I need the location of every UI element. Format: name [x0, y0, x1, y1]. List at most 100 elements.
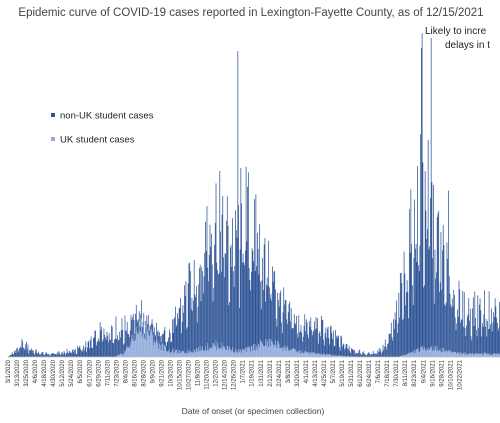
bar-non-uk: [202, 270, 203, 347]
bar-non-uk: [146, 315, 148, 328]
bar-uk: [457, 353, 459, 357]
bar-non-uk: [369, 353, 370, 357]
bar-uk: [280, 347, 282, 357]
bar-non-uk: [450, 304, 452, 352]
bar-uk: [249, 346, 251, 357]
bar-non-uk: [437, 213, 439, 351]
bar-uk: [431, 345, 433, 357]
bar-uk: [459, 354, 461, 357]
bar-non-uk: [430, 38, 432, 348]
bar-non-uk: [440, 232, 442, 349]
bar-non-uk: [468, 298, 470, 355]
bar-non-uk: [124, 315, 126, 351]
bar-non-uk: [490, 324, 491, 355]
bar-uk: [447, 351, 449, 357]
bar-non-uk: [105, 337, 106, 357]
bar-uk: [454, 352, 456, 357]
bar-uk: [205, 350, 207, 357]
bar-non-uk: [498, 327, 500, 353]
bar-uk: [147, 331, 148, 357]
bar-non-uk: [451, 307, 452, 353]
bar-uk: [302, 353, 304, 357]
bar-uk: [284, 348, 285, 357]
bar-uk: [181, 352, 182, 357]
bar-non-uk: [227, 225, 229, 346]
bar-non-uk: [320, 315, 322, 354]
bar-uk: [483, 352, 485, 357]
bar-uk: [401, 355, 403, 357]
x-tick-label: 7/23/2020: [114, 359, 120, 386]
x-tick-label: 6/17/2020: [87, 359, 93, 386]
bar-non-uk: [16, 348, 18, 357]
bar-uk: [250, 346, 252, 357]
bar-uk: [245, 347, 247, 357]
bar-non-uk: [462, 290, 464, 354]
bar-non-uk: [215, 183, 217, 341]
bar-uk: [153, 345, 154, 357]
bar-non-uk: [342, 343, 344, 356]
bar-non-uk: [452, 306, 454, 352]
bar-non-uk: [373, 353, 375, 357]
bar-non-uk: [39, 354, 41, 357]
bar-uk: [443, 348, 445, 357]
bar-non-uk: [236, 237, 238, 351]
bar-uk: [132, 338, 133, 357]
bar-non-uk: [258, 274, 260, 344]
bar-non-uk: [210, 246, 212, 348]
bar-non-uk: [150, 325, 151, 332]
bar-uk: [326, 354, 328, 357]
bar-uk: [438, 350, 440, 357]
bar-uk: [415, 349, 417, 357]
bar-uk: [171, 352, 172, 357]
x-tick-label: 9/4/2021: [421, 359, 427, 383]
bar-non-uk: [176, 324, 178, 350]
bar-non-uk: [391, 337, 393, 357]
bar-non-uk: [80, 349, 81, 357]
bar-uk: [263, 345, 265, 357]
bar-non-uk: [182, 305, 184, 351]
bar-non-uk: [76, 353, 78, 357]
bar-uk: [193, 349, 195, 357]
bar-uk: [296, 351, 298, 357]
bar-uk: [304, 351, 306, 357]
bar-non-uk: [190, 271, 191, 352]
bar-uk: [160, 350, 162, 357]
bar-non-uk: [15, 352, 17, 357]
bar-uk: [262, 344, 264, 357]
bar-non-uk: [305, 319, 307, 352]
bar-uk: [330, 354, 332, 357]
bar-non-uk: [233, 286, 235, 352]
bar-uk: [466, 354, 467, 357]
bar-uk: [186, 353, 188, 357]
bar-non-uk: [254, 270, 256, 345]
bar-uk: [133, 335, 135, 357]
bar-non-uk: [257, 232, 258, 350]
bar-non-uk: [414, 248, 416, 354]
bar-non-uk: [27, 344, 29, 357]
bar-non-uk: [300, 325, 302, 351]
bar-non-uk: [214, 244, 215, 345]
bar-non-uk: [426, 239, 428, 350]
bar-non-uk: [75, 354, 77, 357]
bar-non-uk: [47, 353, 48, 357]
bar-non-uk: [90, 336, 92, 357]
bar-uk: [172, 349, 173, 357]
x-tick-label: 6/29/2020: [96, 359, 102, 386]
bar-uk: [269, 339, 270, 357]
bar-uk: [427, 349, 428, 357]
bar-non-uk: [471, 340, 473, 354]
bar-non-uk: [17, 352, 19, 357]
bar-uk: [481, 353, 482, 357]
bar-uk: [269, 346, 271, 357]
bar-uk: [217, 346, 219, 357]
bar-uk: [146, 327, 148, 357]
bar-uk: [290, 349, 292, 357]
bar-uk: [122, 354, 124, 357]
bar-non-uk: [399, 273, 401, 357]
bar-uk: [300, 350, 302, 357]
bar-uk: [331, 355, 333, 357]
bar-non-uk: [168, 337, 169, 352]
bar-non-uk: [50, 355, 51, 357]
bar-non-uk: [393, 328, 395, 357]
bar-non-uk: [77, 347, 79, 357]
